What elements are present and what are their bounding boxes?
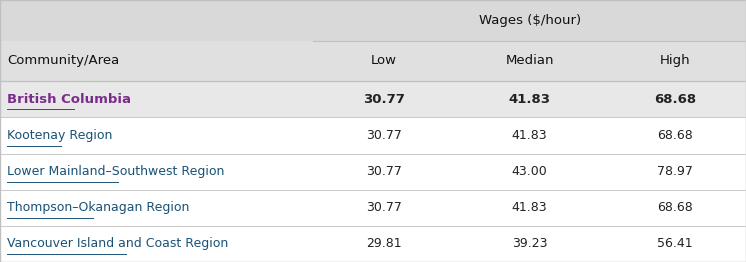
Bar (0, 0, 313, 41)
Text: 39.23: 39.23 (512, 237, 548, 250)
Text: 41.83: 41.83 (512, 201, 548, 214)
Text: Community/Area: Community/Area (7, 54, 119, 67)
Text: 78.97: 78.97 (657, 165, 693, 178)
Text: 29.81: 29.81 (366, 237, 402, 250)
Text: 41.83: 41.83 (509, 93, 551, 106)
Text: 56.41: 56.41 (657, 237, 693, 250)
Text: 43.00: 43.00 (512, 165, 548, 178)
Text: Vancouver Island and Coast Region: Vancouver Island and Coast Region (7, 237, 229, 250)
Bar (604, 41, 746, 81)
Text: 68.68: 68.68 (657, 129, 693, 142)
Bar (0, 117, 746, 154)
Bar (0, 154, 746, 190)
Text: Thompson–Okanagan Region: Thompson–Okanagan Region (7, 201, 189, 214)
Text: Low: Low (372, 54, 397, 67)
Text: Lower Mainland–Southwest Region: Lower Mainland–Southwest Region (7, 165, 225, 178)
Text: 68.68: 68.68 (657, 201, 693, 214)
Text: 68.68: 68.68 (654, 93, 696, 106)
Text: High: High (659, 54, 691, 67)
Bar (313, 0, 746, 41)
Text: Wages ($/hour): Wages ($/hour) (479, 14, 580, 27)
Bar (0, 190, 746, 226)
Text: Median: Median (505, 54, 554, 67)
Text: 30.77: 30.77 (366, 201, 402, 214)
Text: Kootenay Region: Kootenay Region (7, 129, 113, 142)
Bar (313, 41, 455, 81)
Bar (0, 81, 746, 117)
Text: 41.83: 41.83 (512, 129, 548, 142)
Text: 30.77: 30.77 (366, 129, 402, 142)
Text: British Columbia: British Columbia (7, 93, 131, 106)
Bar (0, 226, 746, 262)
Bar (0, 41, 313, 81)
Text: 30.77: 30.77 (366, 165, 402, 178)
Bar (455, 41, 604, 81)
Text: 30.77: 30.77 (363, 93, 405, 106)
